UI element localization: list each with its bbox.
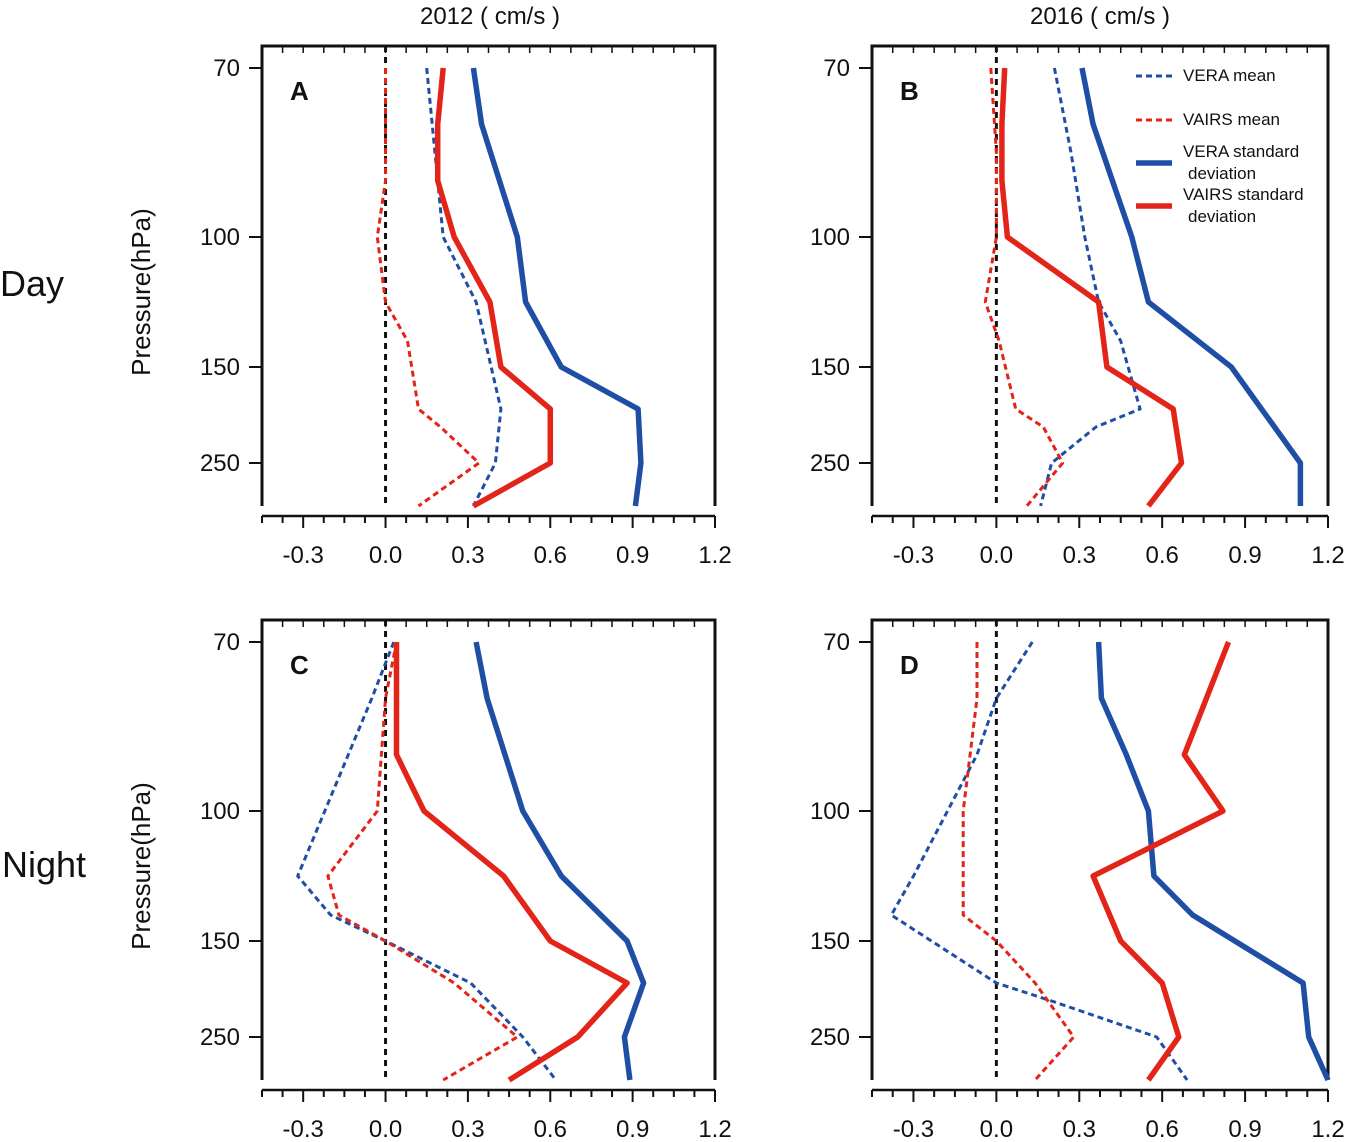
y-tick-label: 100	[810, 798, 850, 825]
vera-mean-line	[296, 641, 557, 1081]
y-axis-title: Pressure(hPa)	[126, 208, 156, 376]
y-tick-label: 250	[810, 1024, 850, 1051]
panel-c: -0.3 0.0 0.3 0.6 0.9 1.2 70 100 150 250 Pressure(h…	[126, 618, 732, 1142]
legend: VERA mean VAIRS mean VERA standard deviatio…	[1136, 66, 1304, 226]
panel-letter: A	[290, 76, 309, 106]
vera-sd-line	[470, 67, 644, 507]
vairs-mean-line	[375, 68, 481, 508]
y-tick-label: 70	[213, 629, 240, 656]
x-tick-label: 0.6	[534, 542, 567, 569]
x-tick-label: -0.3	[893, 542, 934, 569]
vairs-sd-line	[999, 67, 1185, 508]
vairs-mean-line	[961, 642, 1076, 1082]
panel-b: -0.3 0.0 0.3 0.6 0.9 1.2 70 100 150 250 B	[810, 44, 1345, 569]
panel-letter: D	[900, 650, 919, 680]
vairs-sd-line	[434, 67, 554, 509]
panel-letter: C	[290, 650, 309, 680]
vairs-mean-line	[326, 641, 519, 1082]
x-tick-label: 0.6	[1145, 542, 1178, 569]
panel-a: -0.3 0.0 0.3 0.6 0.9 1.2 70 100 150 250 Pressure(h…	[126, 44, 732, 569]
x-tick-label: 0.3	[451, 542, 484, 569]
row-label-night: Night	[2, 844, 86, 885]
vera-mean-line	[889, 641, 1189, 1081]
x-tick-label: 1.2	[698, 542, 731, 569]
x-tick-label: 0.0	[980, 542, 1013, 569]
x-tick-label: 0.9	[616, 1116, 649, 1142]
x-tick-label: 0.3	[1063, 1116, 1096, 1142]
y-axis-title: Pressure(hPa)	[126, 782, 156, 950]
x-tick-label: 1.2	[1311, 1116, 1344, 1142]
vairs-mean-line	[983, 67, 1065, 507]
y-tick-label: 150	[200, 928, 240, 955]
panel-frame	[260, 44, 717, 506]
legend-vairs-sd-label: VAIRS standard	[1183, 185, 1304, 204]
y-tick-label: 70	[213, 55, 240, 82]
panel-d: -0.3 0.0 0.3 0.6 0.9 1.2 70 100 150 250 D	[810, 618, 1345, 1142]
legend-vera-sd-label: VERA standard	[1183, 142, 1299, 161]
panel-letter: B	[900, 76, 919, 106]
vera-sd-line	[473, 641, 647, 1081]
x-tick-label: -0.3	[283, 542, 324, 569]
y-tick-label: 150	[810, 354, 850, 381]
x-tick-label: 0.3	[1063, 542, 1096, 569]
legend-vairs-sd-label: deviation	[1188, 207, 1256, 226]
x-tick-label: 1.2	[1311, 542, 1344, 569]
x-tick-label: 0.3	[451, 1116, 484, 1142]
vairs-sd-line	[1090, 640, 1232, 1082]
y-tick-label: 70	[823, 629, 850, 656]
x-tick-label: 0.9	[1228, 1116, 1261, 1142]
vera-sd-line	[1095, 641, 1331, 1082]
row-label-day: Day	[0, 263, 64, 304]
vairs-sd-line	[393, 642, 630, 1083]
legend-vera-sd-label: deviation	[1188, 164, 1256, 183]
y-tick-label: 100	[200, 798, 240, 825]
column-title-2012: 2012 ( cm/s )	[420, 3, 560, 30]
y-tick-label: 100	[810, 224, 850, 251]
x-tick-label: 0.0	[369, 1116, 402, 1142]
y-tick-label: 150	[200, 354, 240, 381]
vera-sd-line	[1079, 67, 1304, 506]
y-tick-label: 100	[200, 224, 240, 251]
panels-group: -0.3 0.0 0.3 0.6 0.9 1.2 70 100 150 250 Pressure(h…	[126, 44, 1345, 1142]
x-tick-label: 1.2	[698, 1116, 731, 1142]
x-tick-label: 0.0	[980, 1116, 1013, 1142]
column-title-2016: 2016 ( cm/s )	[1030, 3, 1170, 30]
x-tick-label: -0.3	[283, 1116, 324, 1142]
x-tick-label: 0.9	[1228, 542, 1261, 569]
x-tick-label: 0.6	[1145, 1116, 1178, 1142]
x-tick-label: 0.9	[616, 542, 649, 569]
vera-mean-line	[1039, 67, 1142, 507]
y-tick-label: 250	[200, 1024, 240, 1051]
y-tick-label: 150	[810, 928, 850, 955]
x-tick-label: 0.0	[369, 542, 402, 569]
y-tick-label: 250	[810, 450, 850, 477]
legend-vera-mean-label: VERA mean	[1183, 66, 1276, 85]
legend-vairs-mean-label: VAIRS mean	[1183, 110, 1280, 129]
x-tick-label: -0.3	[893, 1116, 934, 1142]
y-tick-label: 250	[200, 450, 240, 477]
x-tick-label: 0.6	[534, 1116, 567, 1142]
y-tick-label: 70	[823, 55, 850, 82]
